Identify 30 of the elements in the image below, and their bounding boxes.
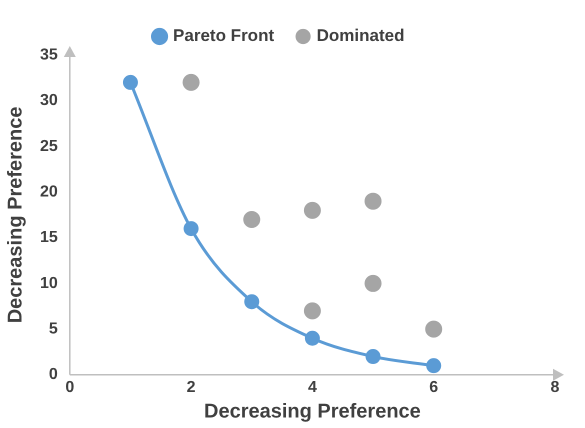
y-tick-label: 10 xyxy=(40,274,58,292)
legend-label: Dominated xyxy=(316,26,404,46)
x-tick-label: 8 xyxy=(550,378,560,396)
point xyxy=(244,294,260,310)
point xyxy=(182,74,200,91)
point xyxy=(304,302,321,320)
point xyxy=(364,274,382,292)
point xyxy=(366,349,381,364)
y-tick-label: 5 xyxy=(48,320,58,338)
point xyxy=(122,74,138,90)
x-tick-label: 0 xyxy=(65,378,74,396)
y-tick-label: 35 xyxy=(40,46,58,64)
y-tick-label: 25 xyxy=(40,138,58,155)
x-tick-label: 6 xyxy=(429,378,438,396)
legend-label: Pareto Front xyxy=(173,26,274,46)
point xyxy=(184,221,199,236)
point xyxy=(304,202,321,219)
x-axis-title: Decreasing Preference xyxy=(204,400,421,423)
y-tick-label: 30 xyxy=(40,92,58,110)
point xyxy=(426,358,442,374)
point xyxy=(304,330,320,346)
y-tick-label: 0 xyxy=(48,366,58,384)
y-tick-label: 15 xyxy=(40,229,58,246)
y-tick-label: 20 xyxy=(40,183,58,200)
point xyxy=(243,210,260,228)
point xyxy=(425,320,442,338)
point xyxy=(364,192,382,210)
x-tick-label: 2 xyxy=(186,378,196,396)
x-tick-label: 4 xyxy=(308,378,317,396)
y-axis-title: Decreasing Preference xyxy=(4,106,27,324)
